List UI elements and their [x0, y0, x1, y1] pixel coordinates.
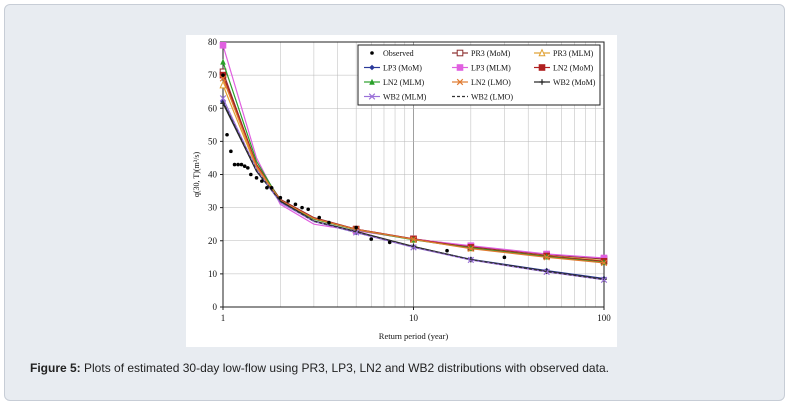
- y-tick-label: 60: [208, 103, 218, 113]
- y-axis-label: q(30, T)(m³/s): [192, 151, 201, 197]
- legend-label: WB2 (MLM): [383, 93, 427, 102]
- chart-svg: 0 10 20 30 40 50 60 70 80 1 10 100 Return period (ye…: [192, 37, 611, 341]
- observed-point: [369, 237, 374, 241]
- y-tick-label: 40: [208, 170, 218, 180]
- series-marker: [219, 95, 227, 102]
- legend-item: WB2 (LMO): [452, 93, 513, 102]
- observed-point: [445, 248, 449, 253]
- observed-point: [265, 185, 269, 190]
- y-tick-label: 0: [213, 302, 218, 312]
- y-tick-label: 80: [208, 37, 218, 47]
- legend-item: WB2 (MoM): [534, 78, 596, 87]
- observed-point: [306, 207, 310, 212]
- observed-point: [236, 162, 240, 167]
- observed-point: [232, 162, 237, 167]
- figure-card: 0 10 20 30 40 50 60 70 80 1 10 100 Return period (ye…: [4, 4, 785, 401]
- x-axis-label: Return period (year): [379, 331, 449, 341]
- legend-item: WB2 (MLM): [364, 93, 427, 102]
- legend-label: LN2 (MoM): [553, 64, 594, 73]
- observed-point: [387, 240, 392, 245]
- series-marker: [220, 58, 226, 65]
- observed-point: [254, 176, 259, 180]
- legend-label: LP3 (MLM): [471, 64, 511, 73]
- series-marker: [467, 245, 475, 252]
- series-marker: [219, 75, 227, 82]
- observed-point: [239, 162, 244, 167]
- caption-label: Figure 5:: [30, 361, 81, 375]
- legend: Observed PR3 (MoM) PR3 (MLM) LP3 (MoM) LP3 (…: [357, 44, 601, 106]
- observed-point: [327, 220, 331, 225]
- legend-marker: [370, 51, 374, 55]
- legend-label: PR3 (MLM): [553, 49, 594, 58]
- legend-item: PR3 (MoM): [452, 49, 511, 58]
- observed-point: [286, 199, 291, 203]
- series-marker: [368, 93, 376, 100]
- y-tick-label: 30: [208, 203, 218, 213]
- y-tick-label: 20: [208, 236, 218, 246]
- legend-label: WB2 (MoM): [553, 78, 596, 87]
- series-marker: [456, 78, 464, 86]
- observed-point: [293, 202, 298, 207]
- legend-label: LN2 (LMO): [471, 78, 511, 87]
- legend-box: [357, 44, 601, 106]
- series-marker: [219, 80, 227, 89]
- legend-item: LP3 (MoM): [364, 64, 422, 73]
- series-marker: [543, 254, 550, 261]
- legend-label: WB2 (LMO): [471, 93, 513, 102]
- series-marker: [352, 229, 360, 236]
- observed-point: [278, 195, 283, 200]
- x-tick-label: 1: [221, 313, 226, 323]
- series-marker: [538, 64, 546, 71]
- series-marker: [538, 48, 546, 57]
- series-marker: [456, 64, 464, 71]
- observed-point: [225, 132, 229, 137]
- series-marker: [600, 276, 608, 284]
- legend-label: LN2 (MLM): [383, 78, 424, 87]
- observed-point: [354, 225, 358, 230]
- series-marker: [219, 42, 227, 49]
- observed-point: [242, 164, 247, 169]
- x-tick-label: 10: [409, 313, 419, 323]
- figure-caption: Figure 5: Plots of estimated 30-day low-…: [30, 361, 609, 375]
- legend-item: PR3 (MLM): [534, 48, 594, 58]
- observed-point: [300, 205, 304, 210]
- series-marker: [410, 244, 417, 251]
- legend-label: PR3 (MoM): [471, 49, 511, 58]
- legend-label: Observed: [383, 49, 414, 58]
- observed-point: [502, 255, 507, 260]
- legend-item: Observed: [370, 49, 414, 58]
- chart-figure: 0 10 20 30 40 50 60 70 80 1 10 100 Return period (ye…: [186, 35, 617, 347]
- series-marker: [369, 64, 375, 71]
- legend-label: LP3 (MoM): [383, 64, 422, 73]
- legend-item: LN2 (MoM): [534, 64, 594, 73]
- legend-item: LN2 (LMO): [452, 78, 511, 87]
- series-marker: [456, 49, 464, 57]
- observed-points: [221, 73, 507, 260]
- x-tick-label: 100: [597, 313, 611, 323]
- series-marker: [600, 259, 608, 267]
- observed-point: [221, 73, 225, 77]
- observed-point: [229, 149, 233, 154]
- observed-point: [246, 166, 250, 170]
- legend-item: LP3 (MLM): [452, 64, 511, 73]
- observed-point: [317, 215, 322, 220]
- observed-point: [260, 179, 264, 183]
- y-tick-label: 10: [208, 269, 218, 279]
- observed-point: [249, 172, 253, 177]
- series-line: [222, 101, 605, 281]
- caption-text: Plots of estimated 30-day low-flow using…: [84, 361, 609, 375]
- series-wb2-lmo: [222, 101, 605, 281]
- series-marker: [410, 236, 417, 243]
- y-tick-label: 70: [208, 70, 218, 80]
- y-tick-label: 50: [208, 136, 218, 146]
- legend-item: LN2 (MLM): [364, 78, 424, 87]
- observed-point: [269, 185, 274, 190]
- series-marker: [369, 78, 375, 85]
